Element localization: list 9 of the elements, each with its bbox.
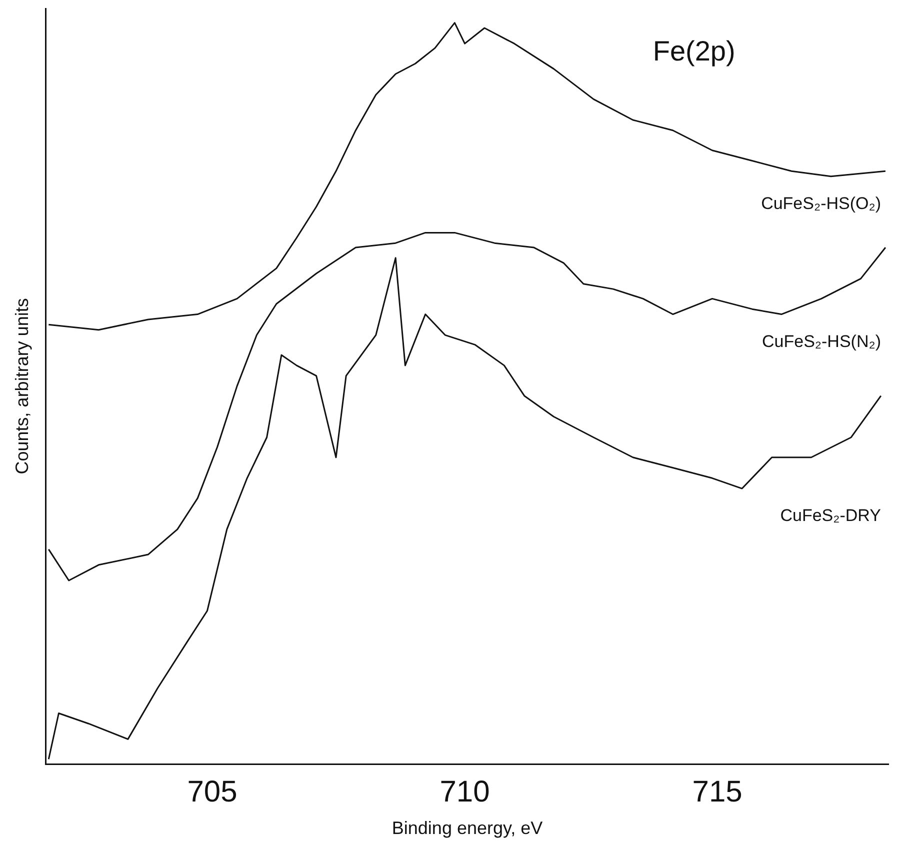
x-tick-label: 710: [440, 776, 490, 809]
x-axis-title: Binding energy, eV: [392, 818, 543, 838]
text: CuFeS₂-DRY: [780, 506, 881, 526]
x-tick-label: 715: [692, 776, 742, 809]
annotation: Fe(2p): [652, 36, 736, 67]
series-label: CuFeS₂-HS(N₂): [762, 332, 881, 351]
x-tick-label: 705: [187, 776, 238, 809]
series-label: CuFeS₂-HS(O₂): [761, 194, 881, 214]
y-axis-title: Counts, arbitrary units: [12, 298, 32, 474]
